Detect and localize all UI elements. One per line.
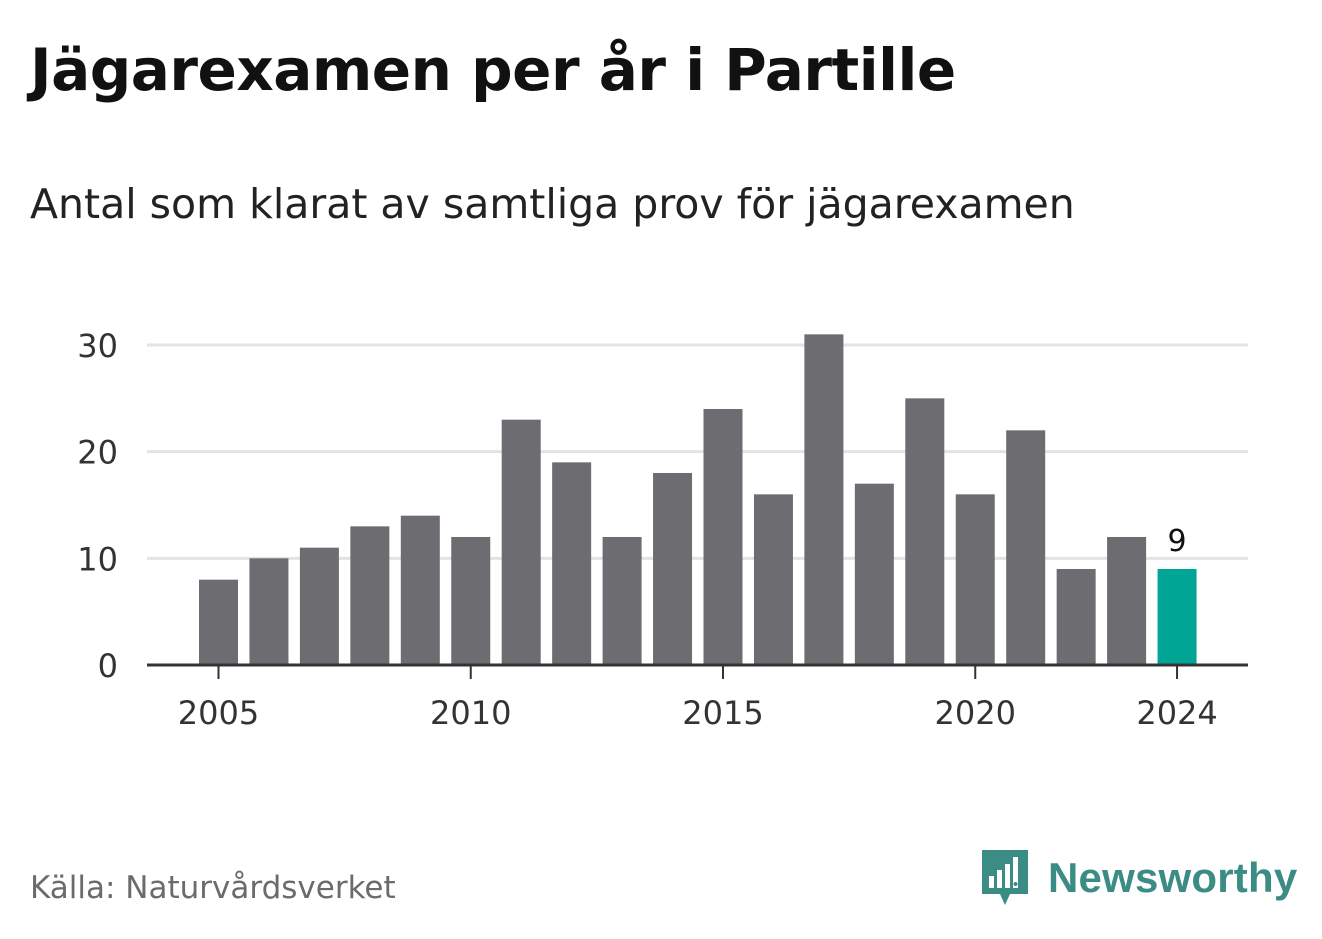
y-tick-label: 0 xyxy=(98,647,118,685)
bar xyxy=(199,579,238,665)
x-tick-label: 2020 xyxy=(935,694,1016,732)
x-tick-label: 2024 xyxy=(1136,694,1217,732)
bar xyxy=(552,462,592,665)
source-note: Källa: Naturvårdsverket xyxy=(30,870,396,906)
bar xyxy=(501,419,541,665)
newsworthy-logo-icon xyxy=(982,850,1028,905)
y-tick-label: 20 xyxy=(77,434,118,472)
data-label: 9 xyxy=(1168,524,1187,559)
x-tick-label: 2010 xyxy=(430,694,511,732)
bar xyxy=(249,558,289,665)
bar xyxy=(854,483,894,665)
bar xyxy=(350,526,390,665)
brand-name: Newsworthy xyxy=(1048,854,1298,901)
bar xyxy=(1056,569,1096,665)
chart-subtitle: Antal som klarat av samtliga prov för jä… xyxy=(30,180,1075,228)
bar xyxy=(1157,569,1197,665)
y-tick-label: 30 xyxy=(77,327,118,365)
bar xyxy=(602,537,642,665)
bar xyxy=(955,494,995,665)
bar xyxy=(703,409,743,665)
bar xyxy=(905,398,945,665)
bar xyxy=(299,547,339,665)
brand-logo[interactable]: Newsworthy xyxy=(980,848,1297,908)
chart-title: Jägarexamen per år i Partille xyxy=(30,36,956,104)
bar xyxy=(400,515,440,665)
x-tick-label: 2005 xyxy=(178,694,259,732)
bar xyxy=(451,537,491,665)
bar-chart: 0 10 20 30 2005 2010 2015 2020 2024 9 xyxy=(77,327,1248,732)
y-tick-label: 10 xyxy=(77,540,118,578)
bar xyxy=(1006,430,1046,665)
bar xyxy=(804,334,844,665)
bar xyxy=(653,473,693,665)
bar xyxy=(1107,537,1147,665)
x-tick-label: 2015 xyxy=(682,694,763,732)
bar xyxy=(753,494,793,665)
